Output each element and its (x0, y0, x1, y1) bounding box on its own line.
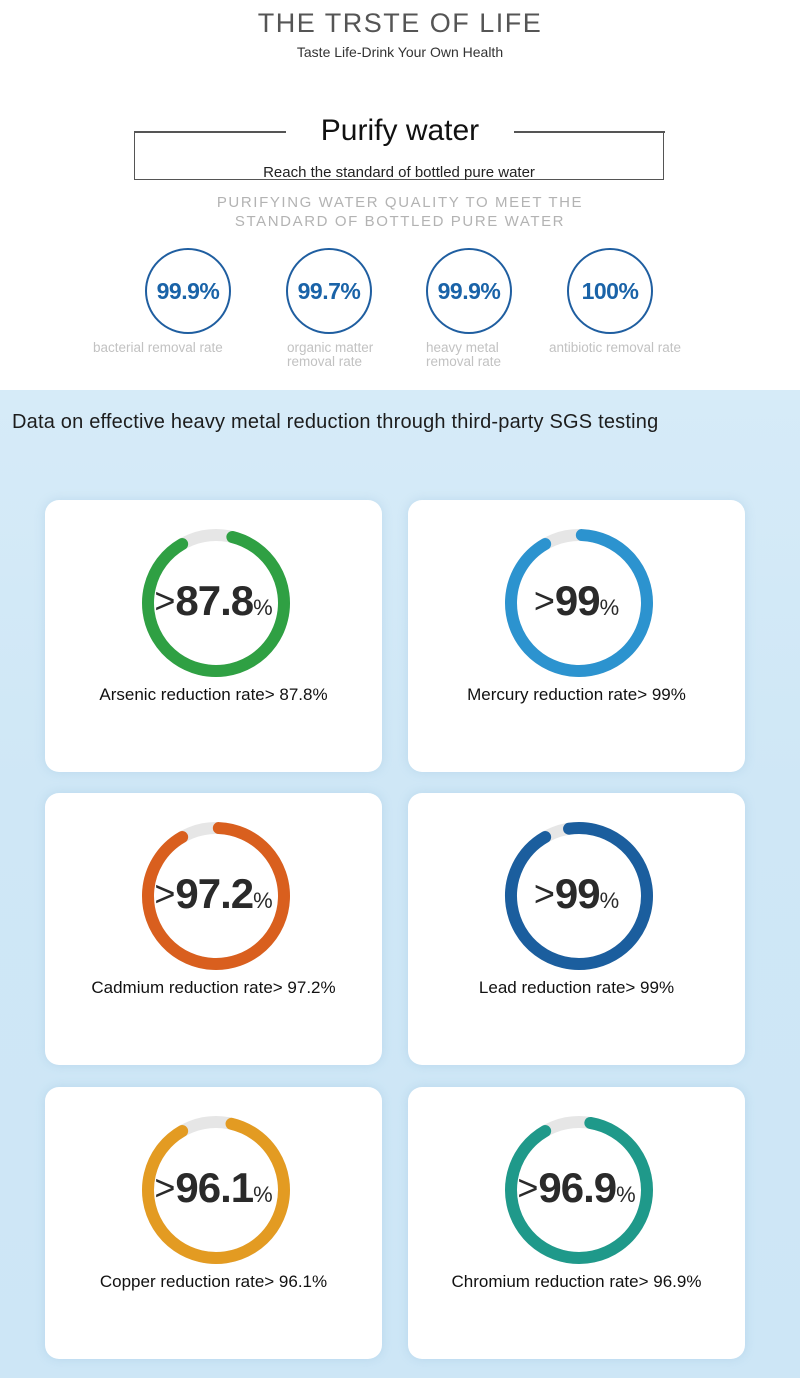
rate-value: 99 (554, 577, 601, 624)
card-mercury: >99% Mercury reduction rate> 99% (408, 500, 745, 772)
stat-value: 99.9% (437, 277, 501, 304)
card-cadmium: >97.2% Cadmium reduction rate> 97.2% (45, 793, 382, 1065)
rate-readout: >99% (408, 577, 745, 625)
rate-unit: % (616, 1182, 636, 1207)
ring-progress (142, 529, 290, 677)
card-copper: >96.1% Copper reduction rate> 96.1% (45, 1087, 382, 1359)
stat-label-line: heavy metal (426, 340, 499, 355)
stat-value: 99.7% (297, 277, 361, 304)
stat-circle-antibiotic: 100% (567, 248, 653, 334)
section-caption: PURIFYING WATER QUALITY TO MEET THE STAN… (216, 194, 584, 230)
gt-sign: > (533, 580, 555, 621)
stat-label-line: organic matter (287, 340, 374, 355)
brand-title: THE TRSTE OF LIFE (257, 8, 543, 38)
stat-value: 100% (581, 277, 639, 304)
rate-unit: % (599, 888, 620, 913)
ring-progress (142, 1116, 290, 1264)
ring-lead (505, 822, 653, 970)
gt-sign: > (154, 580, 176, 621)
stat-circle-organic: 99.7% (286, 248, 372, 334)
stat-label: bacterial removal rate (93, 340, 223, 355)
frame-line-left (134, 131, 286, 133)
title-frame (134, 131, 664, 180)
card-lead: >99% Lead reduction rate> 99% (408, 793, 745, 1065)
frame-line-right (514, 131, 665, 133)
card-label: Copper reduction rate> 96.1% (99, 1272, 328, 1291)
ring-mercury (505, 529, 653, 677)
ring-progress (142, 822, 290, 970)
rate-unit: % (599, 595, 620, 620)
rate-value: 99 (554, 870, 601, 917)
ring-progress (505, 1116, 653, 1264)
ring-arsenic (142, 529, 290, 677)
gt-sign: > (533, 873, 555, 914)
card-label: Arsenic reduction rate> 87.8% (99, 685, 328, 704)
ring-chromium (505, 1116, 653, 1264)
stat-circle-bacterial: 99.9% (145, 248, 231, 334)
ring-progress (505, 822, 653, 970)
gt-sign: > (154, 1167, 176, 1208)
rate-unit: % (253, 1182, 273, 1207)
rate-value: 87.8 (175, 577, 254, 624)
ring-progress (505, 529, 653, 677)
rate-readout: >99% (408, 870, 745, 918)
rate-readout: >97.2% (45, 870, 382, 918)
rate-unit: % (253, 595, 273, 620)
rate-value: 96.9 (538, 1164, 617, 1211)
stat-label: organic matter removal rate (287, 341, 373, 369)
brand-subtitle: Taste Life-Drink Your Own Health (296, 44, 504, 60)
rate-value: 96.1 (175, 1164, 254, 1211)
card-label: Mercury reduction rate> 99% (467, 685, 686, 704)
stat-value: 99.9% (156, 277, 220, 304)
gt-sign: > (517, 1167, 539, 1208)
stat-label: heavy metal removal rate (426, 341, 501, 369)
section-subtitle: Reach the standard of bottled pure water (263, 164, 535, 181)
card-chromium: >96.9% Chromium reduction rate> 96.9% (408, 1087, 745, 1359)
card-arsenic: >87.8% Arsenic reduction rate> 87.8% (45, 500, 382, 772)
card-label: Cadmium reduction rate> 97.2% (91, 978, 336, 997)
ring-cadmium (142, 822, 290, 970)
rate-readout: >96.9% (408, 1164, 745, 1212)
card-label: Chromium reduction rate> 96.9% (451, 1272, 702, 1291)
card-label: Lead reduction rate> 99% (478, 978, 675, 997)
rate-unit: % (253, 888, 273, 913)
stat-label-line: removal rate (287, 354, 363, 369)
stat-circle-heavy-metal: 99.9% (426, 248, 512, 334)
gt-sign: > (154, 873, 176, 914)
sgs-heading: Data on effective heavy metal reduction … (12, 411, 659, 433)
rate-readout: >96.1% (45, 1164, 382, 1212)
stat-label: antibiotic removal rate (549, 340, 682, 355)
ring-copper (142, 1116, 290, 1264)
stat-label-line: removal rate (426, 354, 502, 369)
section-title: Purify water (320, 114, 480, 147)
rate-value: 97.2 (175, 870, 254, 917)
rate-readout: >87.8% (45, 577, 382, 625)
